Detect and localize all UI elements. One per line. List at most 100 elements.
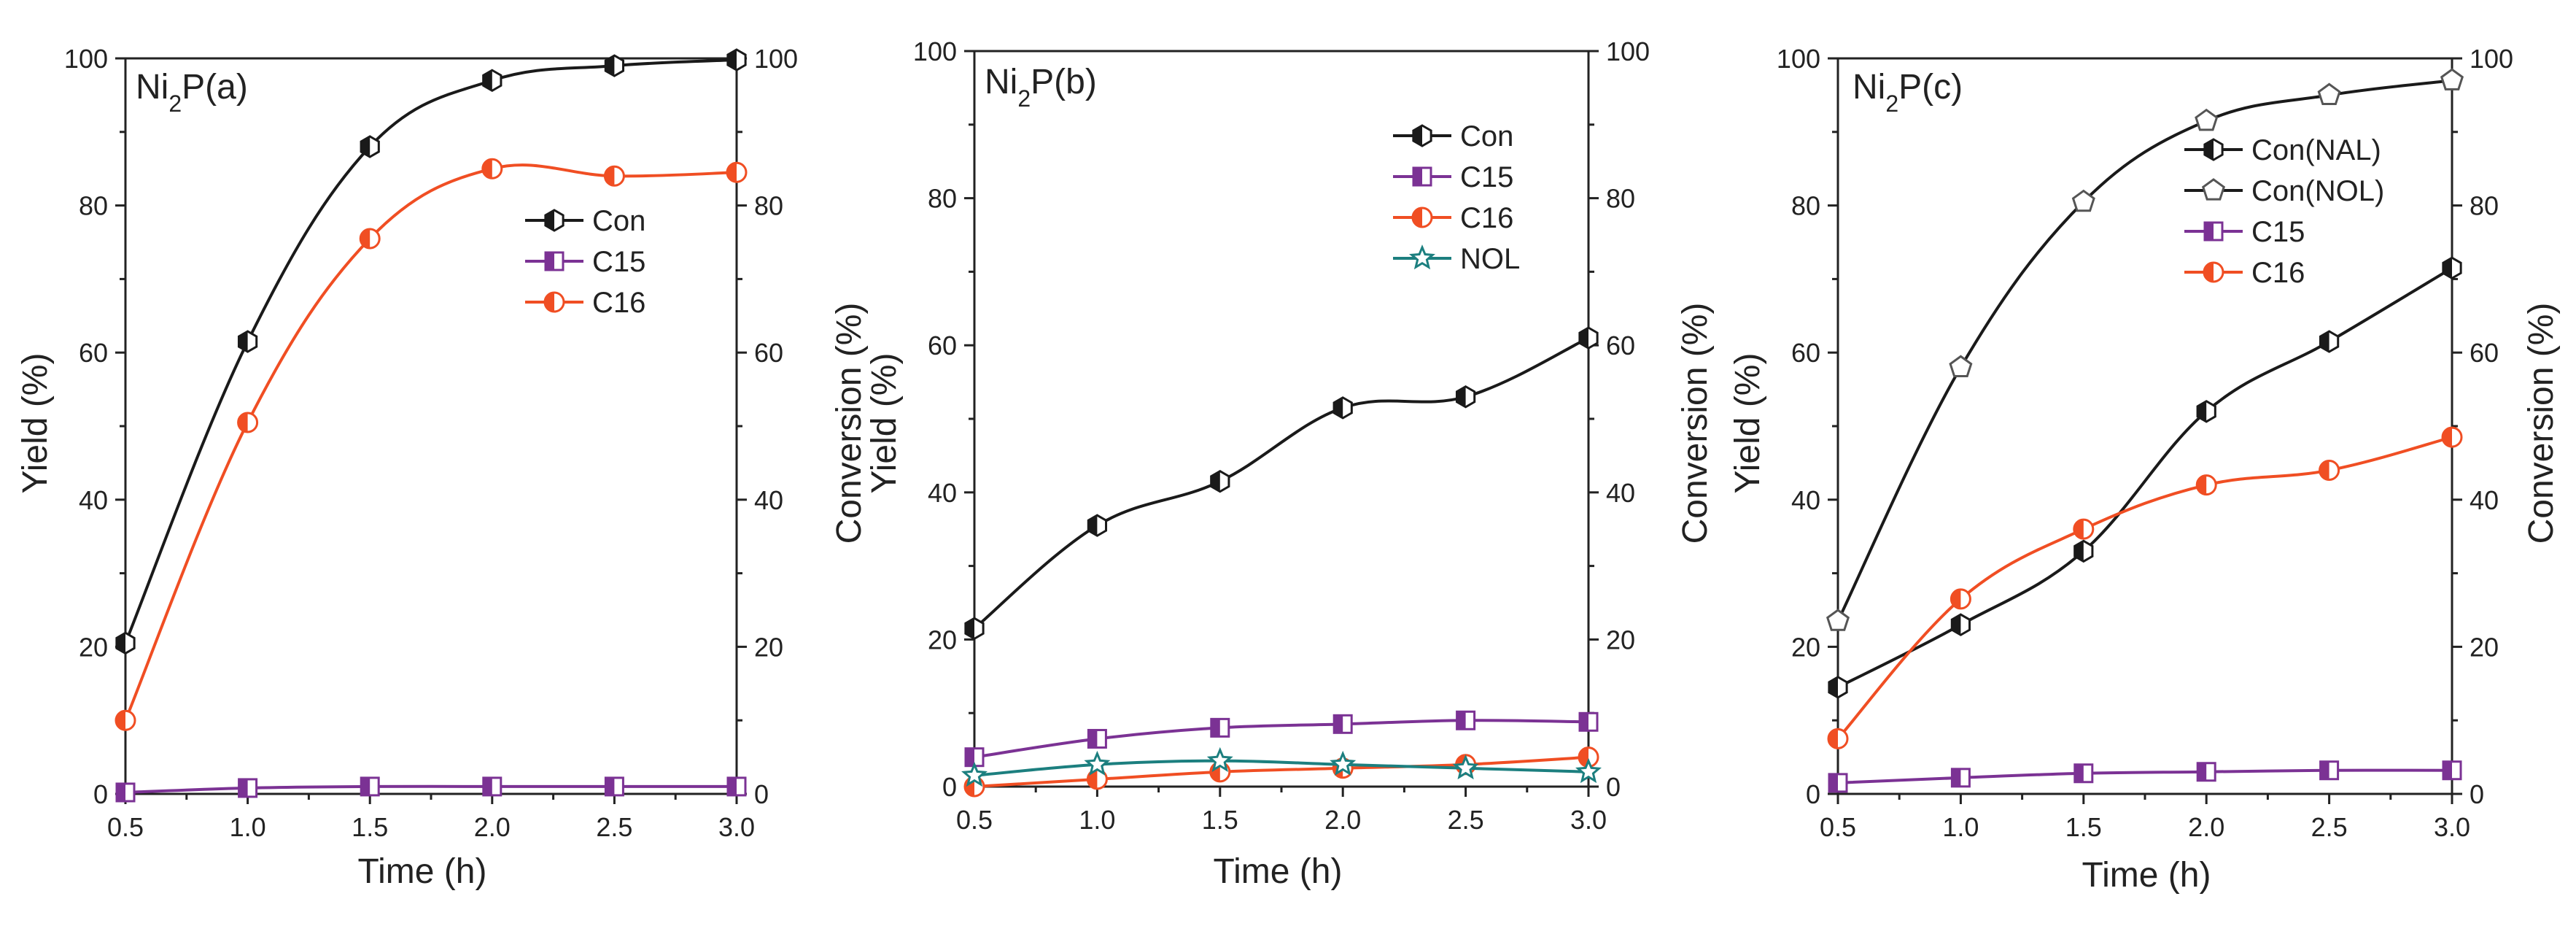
- data-point-c16-c: [1827, 727, 1849, 749]
- data-point-con-nol-c: [1826, 609, 1850, 631]
- data-point-c15-c: [1828, 773, 1848, 793]
- x-axis-title-b: Time (h): [1214, 852, 1343, 891]
- data-point-con-nol-c: [2071, 189, 2095, 212]
- y2-tick-label-a: 100: [754, 44, 798, 74]
- legend-label-con-a: Con: [592, 205, 645, 237]
- y-tick-label-b: 0: [942, 772, 957, 802]
- legend-label-con-nal-c: Con(NAL): [2251, 134, 2381, 166]
- x-tick-label-a: 1.5: [352, 812, 388, 842]
- x-tick-label-c: 1.0: [1942, 812, 1979, 842]
- data-point-c15-c: [2442, 760, 2462, 781]
- y-tick-label-a: 80: [79, 191, 108, 221]
- plot-area-c: 0.5 1.0 1.5 2.0 2.5 3.00204060801000204060801…: [1777, 44, 2513, 842]
- data-point-c16-a: [481, 158, 503, 180]
- y-tick-label-c: 60: [1791, 338, 1820, 368]
- chart-panel-c: 0.5 1.0 1.5 2.0 2.5 3.00204060801000204060801…: [1729, 44, 2561, 895]
- y-tick-label-a: 100: [64, 44, 108, 74]
- y-axis-title-c: Yield (%): [1729, 353, 1767, 494]
- x-axis-title-c: Time (h): [2082, 856, 2211, 895]
- data-point-con-nol-c: [2440, 68, 2464, 90]
- legend-marker-c15-a: [544, 251, 565, 271]
- legend-label-con-nol-c: Con(NOL): [2251, 175, 2384, 207]
- y-tick-label-c: 80: [1791, 191, 1820, 221]
- data-point-con-b: [964, 617, 985, 641]
- legend-label-c15-a: C15: [592, 246, 645, 278]
- y-axis-title-a: Yield (%): [16, 353, 55, 494]
- x-tick-label-c: 2.5: [2311, 812, 2348, 842]
- data-point-con-b: [1087, 514, 1108, 537]
- legend-marker-con-b: [1412, 124, 1432, 147]
- data-point-con-a: [237, 330, 258, 353]
- y2-tick-label-c: 60: [2470, 338, 2499, 368]
- x-tick-label-c: 0.5: [1820, 812, 1856, 842]
- data-point-nol-b: [1084, 750, 1111, 776]
- y2-tick-label-b: 80: [1606, 184, 1635, 214]
- data-point-c16-c: [1950, 588, 1971, 610]
- data-point-c16-a: [726, 161, 748, 183]
- data-point-con-b: [1210, 469, 1230, 493]
- y2-tick-label-c: 80: [2470, 191, 2499, 221]
- legend-marker-c16-b: [1411, 207, 1433, 228]
- data-point-con-nol-c: [1949, 355, 1973, 377]
- y-tick-label-b: 80: [928, 184, 957, 214]
- data-point-con-a: [726, 48, 747, 72]
- legend-label-c16-a: C16: [592, 287, 645, 319]
- data-point-nol-b: [961, 761, 988, 787]
- y2-axis-title-a: Conversion (%): [830, 303, 869, 544]
- x-tick-label-b: 0.5: [956, 805, 993, 835]
- y-tick-label-a: 60: [79, 338, 108, 368]
- data-point-c15-b: [1332, 714, 1353, 734]
- data-point-con-a: [115, 631, 136, 655]
- data-point-con-nal-c: [2196, 400, 2216, 423]
- y-tick-label-c: 100: [1777, 44, 1820, 74]
- legend-marker-con-nal-c: [2203, 138, 2224, 161]
- data-point-con-nal-c: [1950, 613, 1971, 636]
- data-point-c15-b: [1456, 710, 1476, 730]
- y2-tick-label-a: 60: [754, 338, 783, 368]
- x-tick-label-a: 0.5: [107, 812, 144, 842]
- y2-tick-label-c: 20: [2470, 632, 2499, 662]
- data-point-c16-c: [2073, 518, 2095, 540]
- y-axis-title-b: Yield (%): [865, 353, 904, 494]
- y-tick-label-a: 20: [79, 632, 108, 662]
- y-tick-label-c: 0: [1806, 779, 1820, 809]
- panel-label-b: Ni2P(b): [985, 63, 1097, 112]
- data-point-c15-a: [726, 776, 747, 797]
- data-point-con-nol-c: [2195, 108, 2219, 131]
- x-tick-label-b: 1.0: [1079, 805, 1115, 835]
- y-tick-label-b: 100: [913, 36, 957, 66]
- series-line-c15-a: [125, 784, 737, 794]
- y2-tick-label-c: 0: [2470, 779, 2484, 809]
- x-tick-label-b: 1.5: [1202, 805, 1238, 835]
- panel-label-a: Ni2P(a): [136, 68, 248, 117]
- legend-marker-c16-a: [543, 291, 565, 313]
- data-point-c15-c: [1950, 768, 1971, 788]
- data-point-c16-a: [115, 709, 136, 731]
- data-point-con-b: [1578, 326, 1599, 350]
- data-point-c15-a: [238, 778, 258, 798]
- x-tick-label-a: 2.0: [474, 812, 511, 842]
- legend-marker-nol-b: [1409, 244, 1435, 270]
- x-tick-label-a: 2.5: [596, 812, 632, 842]
- data-point-nol-b: [1330, 750, 1357, 776]
- panel-label-c: Ni2P(c): [1853, 68, 1963, 117]
- x-tick-label-b: 2.0: [1324, 805, 1361, 835]
- x-tick-label-a: 1.0: [230, 812, 266, 842]
- legend-label-c15-c: C15: [2251, 216, 2305, 248]
- data-point-c16-c: [2195, 474, 2217, 496]
- data-point-con-b: [1455, 385, 1476, 409]
- data-point-c16-c: [2441, 426, 2463, 448]
- y2-tick-label-a: 80: [754, 191, 783, 221]
- y2-tick-label-b: 100: [1606, 36, 1650, 66]
- x-tick-label-c: 3.0: [2434, 812, 2470, 842]
- legend-marker-c15-c: [2203, 221, 2224, 242]
- x-tick-label-b: 2.5: [1448, 805, 1484, 835]
- data-point-c15-c: [2196, 762, 2216, 782]
- data-point-c15-a: [482, 776, 503, 797]
- data-point-nol-b: [1575, 757, 1602, 784]
- data-point-c15-a: [360, 776, 380, 797]
- legend-label-c16-b: C16: [1460, 202, 1513, 234]
- y2-tick-label-b: 60: [1606, 331, 1635, 360]
- y2-tick-label-c: 100: [2470, 44, 2513, 74]
- data-point-con-b: [1332, 396, 1353, 420]
